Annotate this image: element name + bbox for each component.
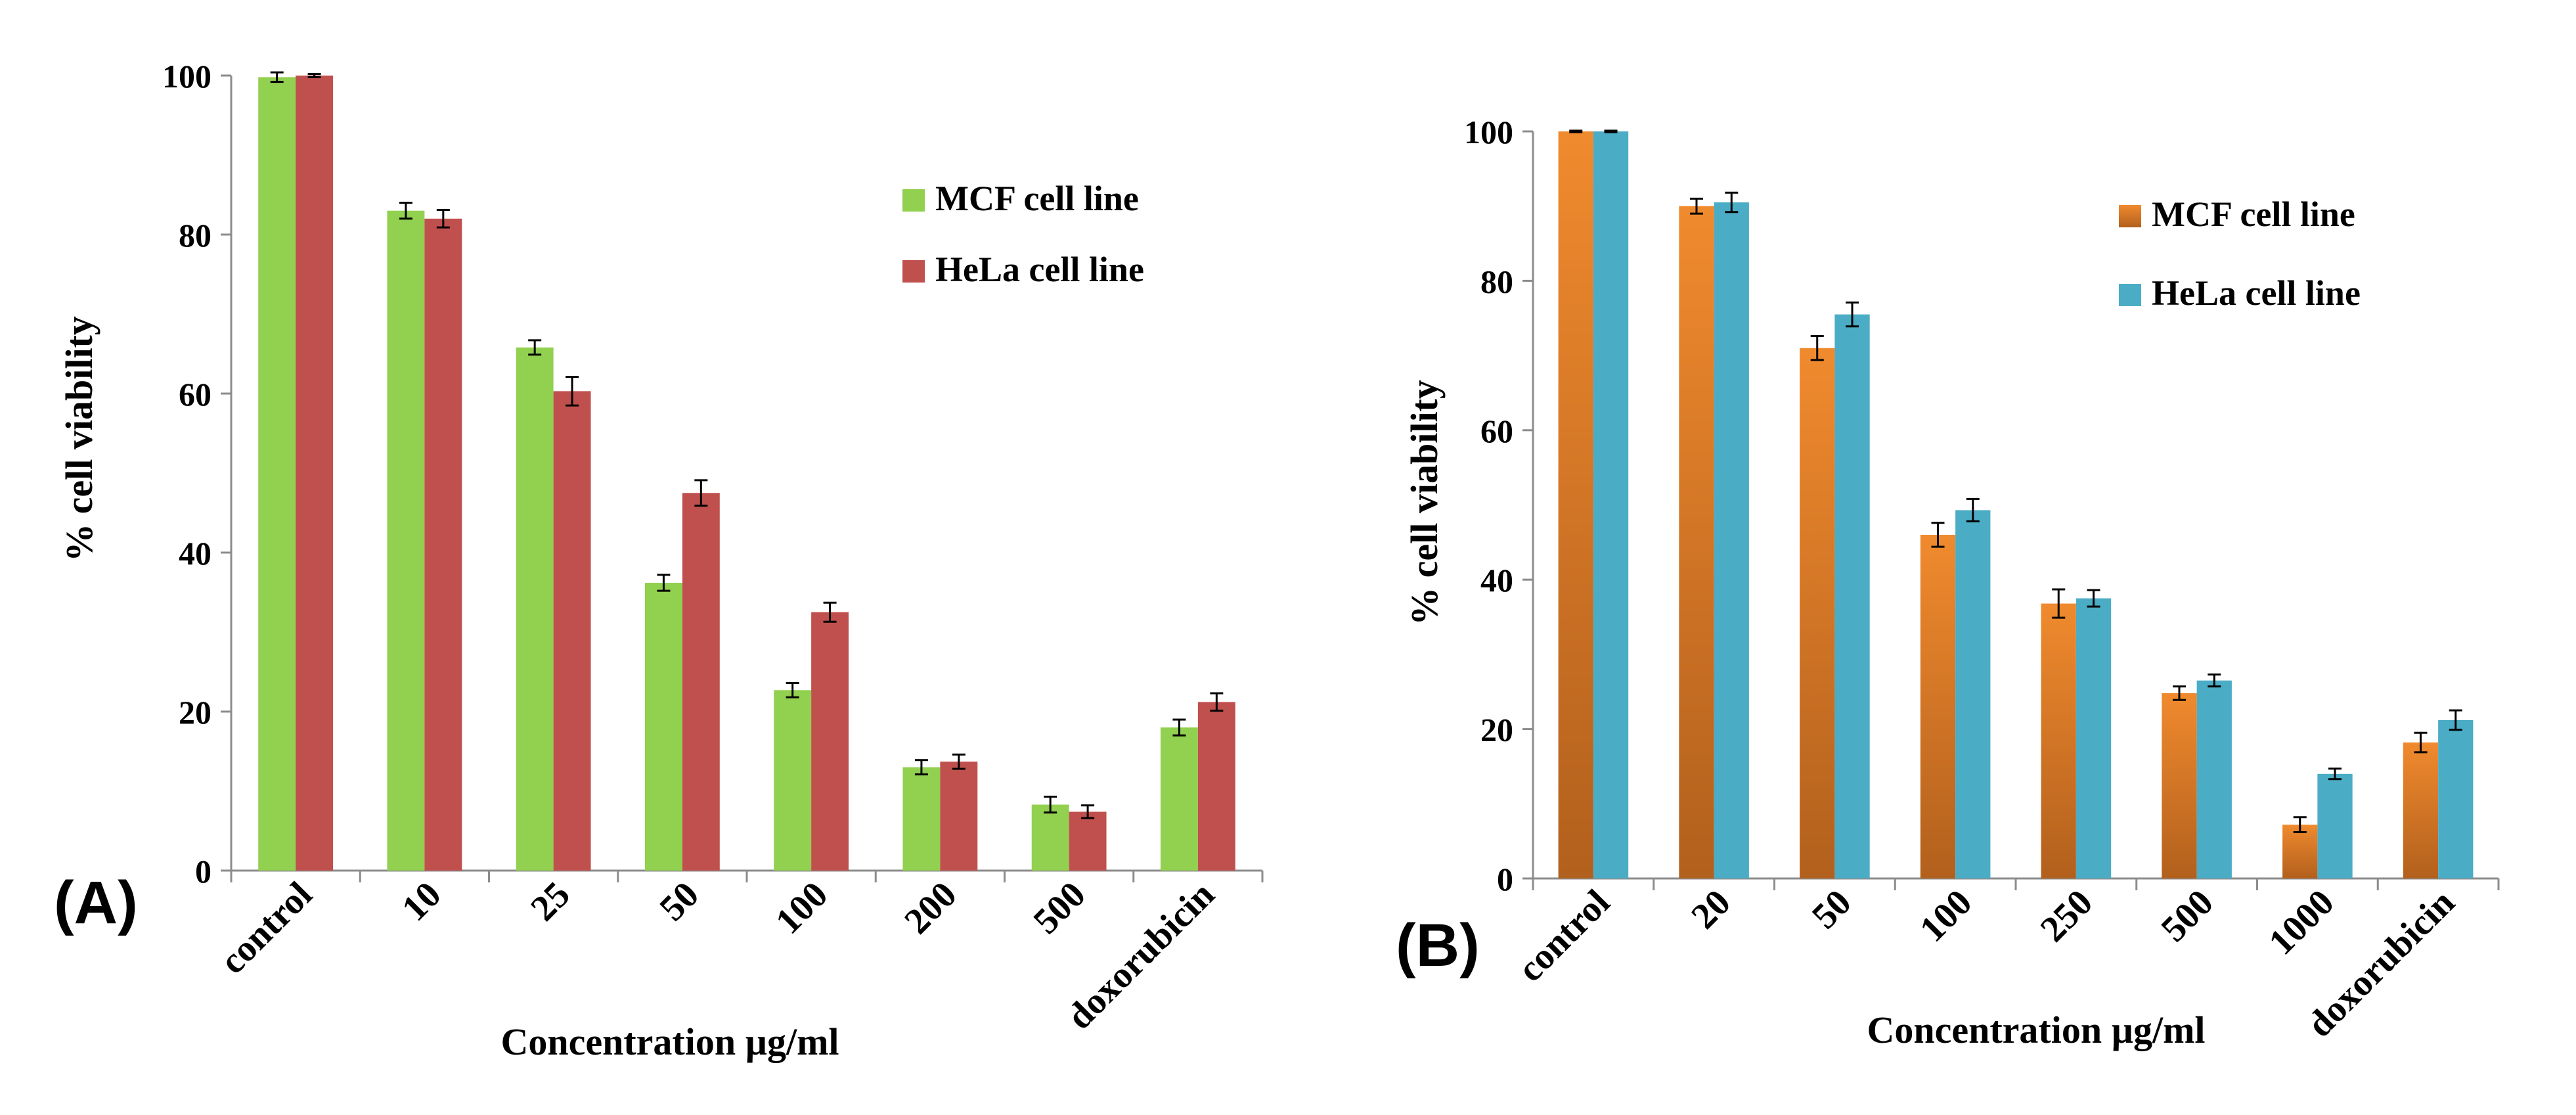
legend-swatch-hela-a — [902, 260, 925, 283]
y-tick-label-b: 20 — [1480, 712, 1513, 748]
bar-a-mcf-1 — [387, 210, 425, 871]
bar-a-mcf-4 — [774, 690, 812, 871]
x-tick-label-b: 20 — [1683, 882, 1738, 936]
y-axis-label-a: % cell viability — [58, 316, 100, 562]
x-tick-label-b: 500 — [2154, 882, 2221, 949]
x-tick-label-a: 10 — [394, 874, 449, 928]
bar-a-hela-1 — [424, 218, 462, 871]
bar-b-hela-6 — [2317, 773, 2353, 878]
bar-b-hela-1 — [1714, 202, 1749, 878]
y-axis-label-b: % cell viability — [1403, 380, 1446, 626]
bar-b-mcf-4 — [2041, 603, 2076, 878]
bar-b-hela-0 — [1593, 131, 1629, 878]
y-tick-label-a: 100 — [162, 58, 211, 95]
bar-a-mcf-3 — [644, 582, 682, 871]
bar-b-hela-3 — [1955, 510, 1991, 878]
y-tick-label-b: 40 — [1480, 562, 1513, 599]
legend-b: MCF cell line HeLa cell line — [2119, 194, 2361, 313]
bar-b-hela-5 — [2196, 680, 2232, 878]
x-tick-label-a: 100 — [768, 874, 835, 942]
x-tick-label-a: 25 — [523, 874, 577, 928]
bar-a-mcf-5 — [902, 767, 941, 871]
bar-b-mcf-3 — [1920, 534, 1956, 878]
y-tick-label-a: 80 — [179, 217, 211, 254]
x-tick-label-b: 250 — [2033, 882, 2100, 949]
x-tick-label-a: 500 — [1026, 874, 1094, 942]
y-tick-label-a: 40 — [179, 535, 211, 572]
bar-a-mcf-6 — [1031, 804, 1069, 871]
x-axis-label-b: Concentration µg/ml — [1867, 1009, 2205, 1051]
legend-label-hela-a: HeLa cell line — [935, 250, 1144, 289]
bar-a-hela-4 — [811, 612, 849, 871]
chart-panel-b: (B) % cell viability Concentration µg/ml… — [1396, 114, 2500, 1051]
bar-b-mcf-1 — [1679, 206, 1714, 878]
x-tick-label-b: control — [1510, 882, 1618, 990]
panel-label-a: (A) — [54, 869, 138, 936]
bar-b-hela-2 — [1834, 314, 1870, 878]
x-tick-label-b: 50 — [1804, 882, 1859, 936]
bar-b-hela-4 — [2076, 598, 2112, 878]
y-tick-label-a: 20 — [179, 694, 211, 731]
bar-b-mcf-7 — [2403, 742, 2439, 878]
bar-b-mcf-6 — [2282, 825, 2318, 878]
y-tick-label-b: 100 — [1464, 114, 1513, 150]
y-tick-label-b: 60 — [1480, 413, 1513, 449]
y-tick-label-a: 0 — [195, 853, 211, 890]
y-tick-label-b: 0 — [1497, 861, 1513, 898]
bar-a-hela-7 — [1197, 702, 1235, 871]
legend-a: MCF cell line HeLa cell line — [902, 179, 1144, 289]
y-tick-label-b: 80 — [1480, 263, 1513, 300]
bar-a-hela-0 — [296, 76, 334, 871]
x-tick-label-b: 1000 — [2261, 882, 2342, 963]
x-tick-label-a: control — [212, 874, 320, 982]
legend-label-hela-b: HeLa cell line — [2152, 273, 2361, 313]
y-tick-label-a: 60 — [179, 376, 211, 413]
legend-swatch-hela-b — [2119, 284, 2141, 306]
panel-label-b: (B) — [1396, 912, 1480, 979]
x-tick-label-a: 50 — [652, 874, 707, 928]
bar-a-hela-6 — [1069, 811, 1107, 871]
bar-b-mcf-0 — [1558, 131, 1593, 878]
bar-b-mcf-5 — [2162, 693, 2197, 878]
chart-panel-a: (A) % cell viability Concentration µg/ml… — [54, 58, 1264, 1063]
bar-a-hela-2 — [553, 391, 591, 871]
bar-b-mcf-2 — [1800, 348, 1835, 878]
x-axis-label-a: Concentration µg/ml — [500, 1020, 839, 1063]
bar-a-mcf-2 — [516, 347, 554, 871]
x-tick-label-b: 100 — [1912, 882, 1980, 949]
bar-a-mcf-0 — [258, 77, 296, 871]
bar-a-hela-5 — [940, 762, 978, 871]
x-tick-label-a: 200 — [897, 874, 964, 942]
legend-label-mcf-a: MCF cell line — [935, 179, 1139, 218]
legend-swatch-mcf-b — [2119, 205, 2141, 227]
bar-a-hela-3 — [682, 493, 720, 871]
bar-b-hela-7 — [2438, 719, 2474, 878]
legend-swatch-mcf-a — [902, 189, 925, 212]
legend-label-mcf-b: MCF cell line — [2152, 194, 2355, 234]
bar-a-mcf-7 — [1160, 727, 1198, 871]
